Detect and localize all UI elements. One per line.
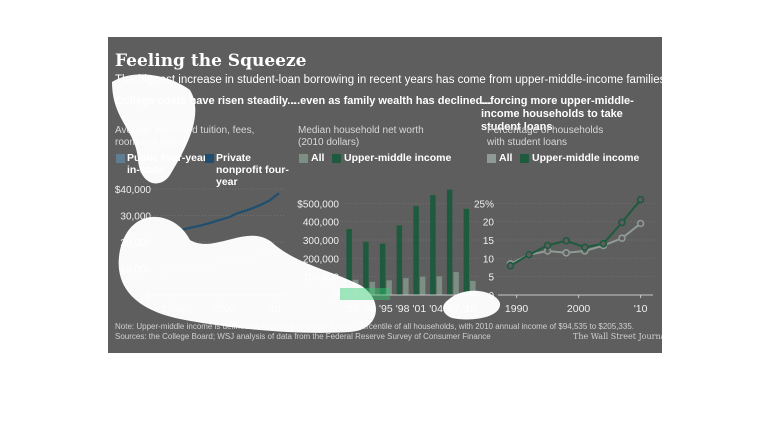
panel1-xtick-label: 1990: [161, 303, 185, 315]
legend-upper-label-2: Upper-middle income: [344, 152, 452, 164]
panel3-ytick-label: 0: [488, 291, 494, 302]
loans-upper-middle-point: [562, 236, 571, 245]
panel2-xtick-label: '89: [346, 303, 360, 315]
panel3-xtick-label: '10: [634, 303, 648, 315]
sources: Sources: the College Board; WSJ analysis…: [115, 332, 491, 341]
bar-upper-middle-1: [363, 241, 369, 295]
legend-all-label-2: All: [311, 152, 325, 164]
graphic-subtitle: The biggest increase in student-loan bor…: [115, 74, 662, 86]
panel2-ytick-label: 200,000: [303, 254, 340, 265]
panel3-xtick-label: 1990: [505, 303, 529, 315]
panel1-xtick-label: '10: [267, 303, 281, 315]
loans-upper-middle-point: [618, 218, 626, 227]
panel2-xtick-label: '92: [362, 303, 376, 315]
panel1-ytick-label: 0: [145, 291, 151, 302]
loans-upper-middle-point: [580, 243, 589, 252]
loans-upper-middle-point: [506, 261, 515, 270]
panel2-ytick-label: $500,000: [297, 199, 339, 210]
legend-private-swatch: [205, 154, 214, 163]
panel2-ylabel: Median household net worth (2010 dollars…: [298, 125, 424, 148]
panel3-ytick-label: 25%: [474, 199, 494, 210]
loans-upper-middle-point: [543, 241, 552, 250]
loans-all-point: [562, 249, 571, 257]
bar-upper-middle-2: [379, 243, 386, 295]
public-cost-line: [157, 248, 280, 274]
panel3-ytick-label: 10: [483, 254, 495, 265]
bar-upper-middle-7: [463, 208, 470, 295]
panel3-heading: ...forcing more upper-middle-income hous…: [481, 95, 634, 133]
private-cost-line: [157, 192, 280, 237]
legend-upper-label-3: Upper-middle income: [532, 152, 640, 164]
panel3-ytick-label: 15: [483, 236, 495, 247]
panel2-xtick-label: '04: [429, 303, 443, 315]
panel3-ytick-label: 20: [483, 218, 495, 229]
legend-all-label-3: All: [499, 152, 513, 164]
panel2-ytick-label: 0: [333, 291, 339, 302]
bar-upper-middle-4: [413, 206, 419, 295]
bar-all-0: [352, 279, 359, 295]
bar-all-7: [470, 280, 476, 295]
panel1-ytick-label: 30,000: [120, 212, 151, 223]
bar-all-1: [369, 281, 376, 295]
panel1-ytick-label: 20,000: [120, 238, 151, 249]
panel1-ytick-label: $40,000: [115, 185, 152, 196]
loans-upper-middle-point: [525, 250, 533, 259]
panel2-xtick-label: '95: [379, 303, 393, 315]
bar-upper-middle-0: [346, 229, 352, 295]
bar-all-4: [419, 276, 426, 295]
credit: The Wall Street Journal: [573, 332, 662, 341]
chart-panel: Feeling the Squeeze The biggest increase…: [108, 37, 662, 353]
bar-all-6: [453, 272, 459, 295]
panel1-ytick-label: 10,000: [120, 265, 151, 276]
legend-all-swatch-3: [487, 154, 496, 163]
panel2-heading: ...even as family wealth has declined...: [291, 95, 492, 107]
loans-upper-middle-point: [636, 195, 645, 204]
legend-all-swatch-2: [299, 154, 308, 163]
panel2-xtick-label: '10: [463, 303, 477, 315]
panel2-xtick-label: '07: [446, 303, 460, 315]
legend-upper-swatch-2: [332, 154, 341, 163]
legend-private-label: Private nonprofit four-year: [216, 152, 289, 188]
bar-upper-middle-5: [430, 195, 436, 295]
loans-upper-middle-point: [599, 239, 608, 248]
panel2-xtick-label: '01: [413, 303, 427, 315]
panel3-xtick-label: 2000: [567, 303, 591, 315]
bar-all-5: [436, 276, 443, 295]
bar-upper-middle-6: [446, 189, 453, 295]
panel1-xtick-label: 2000: [212, 303, 236, 315]
panel2-xtick-label: '98: [396, 303, 410, 315]
bar-upper-middle-3: [396, 225, 403, 295]
legend-upper-swatch-3: [520, 154, 529, 163]
panel2-ytick-label: 300,000: [303, 236, 340, 247]
loans-all-point: [618, 234, 626, 242]
bar-all-2: [386, 280, 392, 295]
bar-all-3: [403, 278, 409, 295]
loans-all-point: [636, 219, 645, 228]
panel3-ylabel: Percentage of households with student lo…: [487, 125, 604, 148]
graphic-title: Feeling the Squeeze: [115, 51, 307, 71]
panel3-ytick-label: 5: [488, 273, 494, 284]
panel2-ytick-label: 100,000: [303, 273, 340, 284]
panel2-ytick-label: 400,000: [303, 218, 340, 229]
